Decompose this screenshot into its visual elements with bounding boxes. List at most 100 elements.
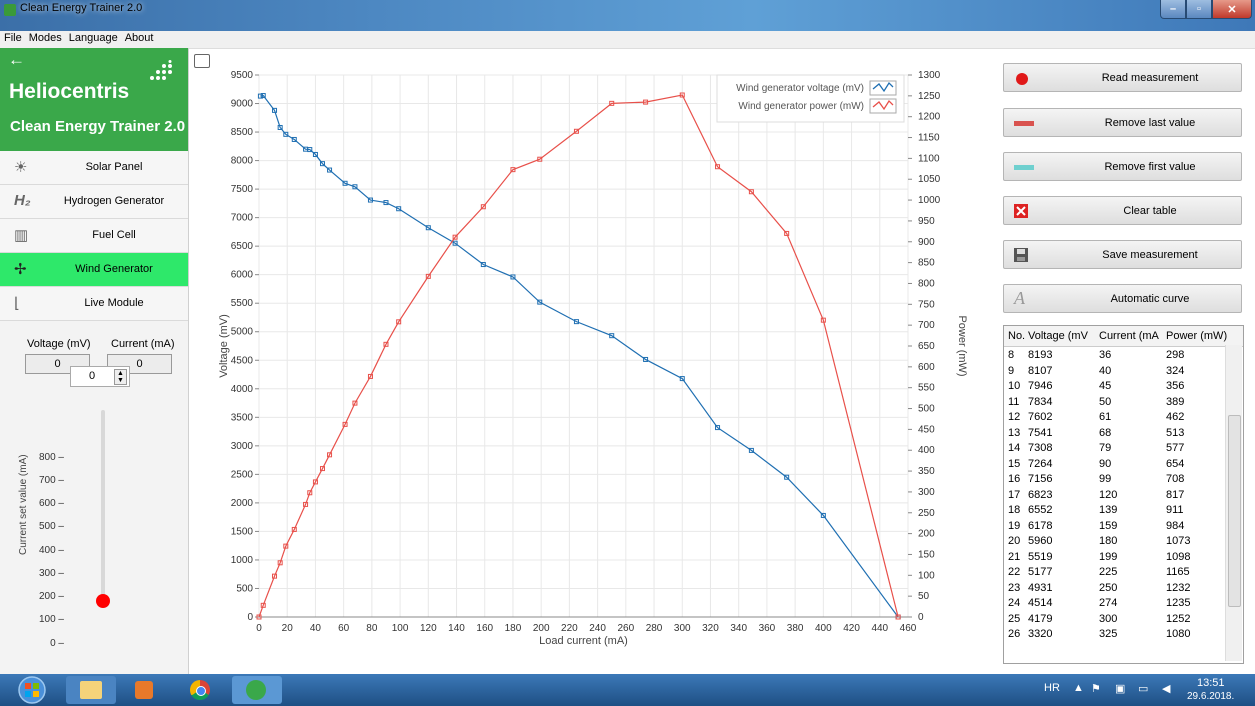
- table-row[interactable]: 20 5960 180 1073: [1004, 534, 1226, 549]
- power-point: [307, 490, 313, 496]
- table-row[interactable]: 11 7834 50 389: [1004, 395, 1226, 410]
- table-cell: 23: [1008, 581, 1021, 594]
- table-row[interactable]: 24 4514 274 1235: [1004, 596, 1226, 611]
- table-cell: 20: [1008, 535, 1021, 547]
- menu-language[interactable]: Language: [68, 32, 118, 44]
- start-button[interactable]: [8, 675, 56, 705]
- camera-icon[interactable]: [194, 54, 210, 68]
- table-row[interactable]: 12 7602 61 462: [1004, 410, 1226, 425]
- table-row[interactable]: 9 8107 40 324: [1004, 364, 1226, 379]
- table-row[interactable]: 22 5177 225 1165: [1004, 565, 1226, 580]
- volume-icon[interactable]: ◀: [1162, 683, 1171, 695]
- measurement-table[interactable]: No. Voltage (mV Current (mA Power (mW) 8…: [1003, 325, 1244, 664]
- spin-arrows-icon[interactable]: ▲ ▼: [114, 369, 127, 385]
- read-measurement-button[interactable]: Read measurement: [1003, 63, 1242, 92]
- automatic-curve-button[interactable]: A Automatic curve: [1003, 284, 1242, 313]
- table-row[interactable]: 17 6823 120 817: [1004, 488, 1226, 503]
- power-point: [383, 341, 389, 347]
- remove-last-button[interactable]: Remove last value: [1003, 108, 1242, 137]
- table-cell: 577: [1166, 442, 1185, 454]
- clock-date[interactable]: 29.6.2018.: [1187, 691, 1235, 702]
- menu-modes[interactable]: Modes: [28, 32, 62, 44]
- x-tick-label: 40: [310, 623, 322, 634]
- save-measurement-button[interactable]: Save measurement: [1003, 240, 1242, 269]
- table-row[interactable]: 13 7541 68 513: [1004, 426, 1226, 441]
- action-center-icon[interactable]: ⚑: [1091, 683, 1101, 695]
- remove-first-button[interactable]: Remove first value: [1003, 152, 1242, 181]
- y-left-tick-label: 2000: [231, 498, 254, 509]
- nav-fuel-cell[interactable]: ▥ Fuel Cell: [0, 219, 188, 253]
- table-cell: 22: [1008, 566, 1021, 578]
- power-point: [256, 614, 262, 620]
- power-voltage-chart: 0 20 40 60 80 100 120 140 160 180 200 220 240 260 280 3…: [218, 70, 968, 647]
- y-right-tick-label: 150: [918, 549, 935, 560]
- chrome-taskbar-icon[interactable]: [176, 676, 226, 704]
- voltage-point: [352, 184, 358, 190]
- app-icon: [4, 4, 16, 16]
- voltage-point: [480, 262, 486, 268]
- close-button[interactable]: ✕: [1212, 0, 1252, 19]
- col-header[interactable]: Voltage (mV: [1028, 330, 1088, 342]
- x-tick-label: 180: [505, 623, 522, 634]
- voltage-point: [319, 161, 325, 167]
- y-right-tick-label: 700: [918, 320, 935, 331]
- y-left-tick-label: 3000: [231, 441, 254, 452]
- voltage-point: [383, 200, 389, 206]
- scrollbar-thumb[interactable]: [1228, 415, 1241, 607]
- col-header[interactable]: Current (mA: [1099, 330, 1159, 342]
- menu-about[interactable]: About: [124, 32, 154, 44]
- language-indicator[interactable]: HR: [1044, 682, 1060, 694]
- back-arrow-icon[interactable]: ←: [8, 50, 25, 69]
- button-label: Clear table: [1123, 205, 1177, 217]
- clean-energy-trainer-taskbar-icon[interactable]: [232, 676, 282, 704]
- table-row[interactable]: 10 7946 45 356: [1004, 379, 1226, 394]
- col-header[interactable]: No.: [1008, 330, 1026, 342]
- menu-file[interactable]: File: [4, 32, 22, 44]
- clock-time[interactable]: 13:51: [1197, 677, 1225, 689]
- show-hidden-icons[interactable]: ▲: [1073, 682, 1084, 694]
- network-icon[interactable]: ▣: [1115, 683, 1126, 695]
- table-cell: 274: [1099, 597, 1118, 609]
- table-cell: 4931: [1028, 581, 1053, 594]
- table-row[interactable]: 18 6552 139 911: [1004, 503, 1226, 518]
- current-slider-track[interactable]: [101, 410, 105, 602]
- current-set-spinbox[interactable]: 0 ▲ ▼: [70, 366, 130, 387]
- table-row[interactable]: 14 7308 79 577: [1004, 441, 1226, 456]
- nav-hydrogen-generator[interactable]: H₂ Hydrogen Generator: [0, 185, 188, 219]
- table-scrollbar[interactable]: [1225, 345, 1242, 661]
- maximize-button[interactable]: ▫: [1186, 0, 1212, 19]
- table-cell: 14: [1008, 442, 1021, 454]
- power-point: [425, 273, 431, 279]
- table-cell: 984: [1166, 519, 1185, 532]
- table-row[interactable]: 19 6178 159 984: [1004, 519, 1226, 534]
- current-label: Current (mA): [111, 338, 175, 350]
- nav-live-module[interactable]: ⌊ Live Module: [0, 287, 188, 321]
- y-right-axis-label: Power (mW): [956, 315, 968, 376]
- y-left-tick-label: 8500: [231, 127, 254, 138]
- table-cell: 120: [1099, 488, 1118, 501]
- table-row[interactable]: 15 7264 90 654: [1004, 457, 1226, 472]
- explorer-taskbar-icon[interactable]: [66, 676, 116, 704]
- col-header[interactable]: Power (mW): [1166, 330, 1228, 342]
- table-cell: 8107: [1028, 364, 1053, 377]
- current-slider-handle[interactable]: [96, 594, 110, 608]
- table-cell: 356: [1166, 380, 1185, 392]
- clear-table-button[interactable]: Clear table: [1003, 196, 1242, 225]
- media-player-taskbar-icon[interactable]: [120, 676, 170, 704]
- table-cell: 1235: [1166, 597, 1191, 609]
- table-row[interactable]: 16 7156 99 708: [1004, 472, 1226, 487]
- table-row[interactable]: 25 4179 300 1252: [1004, 612, 1226, 627]
- minimize-button[interactable]: –: [1160, 0, 1186, 19]
- nav-wind-generator[interactable]: ✢ Wind Generator: [0, 253, 188, 287]
- display-icon[interactable]: ▭: [1138, 683, 1149, 695]
- table-row[interactable]: 8 8193 36 298: [1004, 348, 1226, 363]
- power-point: [573, 128, 579, 134]
- y-left-tick-label: 1000: [231, 555, 254, 566]
- y-right-tick-label: 1050: [918, 174, 941, 185]
- power-point: [715, 164, 721, 170]
- nav-solar-panel[interactable]: ☀ Solar Panel: [0, 151, 188, 185]
- power-point: [510, 167, 516, 173]
- table-row[interactable]: 21 5519 199 1098: [1004, 550, 1226, 565]
- table-row[interactable]: 26 3320 325 1080: [1004, 627, 1226, 642]
- table-row[interactable]: 23 4931 250 1232: [1004, 581, 1226, 596]
